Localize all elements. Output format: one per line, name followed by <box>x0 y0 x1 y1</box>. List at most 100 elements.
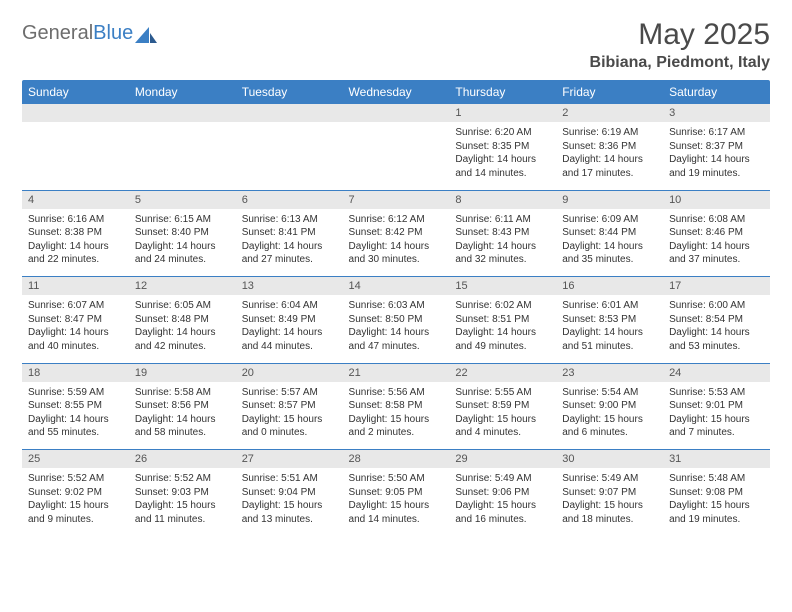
sunrise-text: Sunrise: 6:19 AM <box>562 126 657 140</box>
day-detail: Sunrise: 5:54 AMSunset: 9:00 PMDaylight:… <box>556 382 663 450</box>
sunrise-text: Sunrise: 5:52 AM <box>135 472 230 486</box>
sunset-text: Sunset: 8:35 PM <box>455 140 550 154</box>
sunset-text: Sunset: 9:00 PM <box>562 399 657 413</box>
day-number: 30 <box>556 450 663 469</box>
day-number-row: 45678910 <box>22 190 770 209</box>
day-detail: Sunrise: 6:11 AMSunset: 8:43 PMDaylight:… <box>449 209 556 277</box>
sunset-text: Sunset: 9:03 PM <box>135 486 230 500</box>
sunset-text: Sunset: 8:42 PM <box>349 226 444 240</box>
sunrise-text: Sunrise: 5:51 AM <box>242 472 337 486</box>
month-title: May 2025 <box>590 18 770 52</box>
brand-logo: GeneralBlue <box>22 18 157 45</box>
sunrise-text: Sunrise: 6:16 AM <box>28 213 123 227</box>
day-number: 17 <box>663 277 770 296</box>
day2-text: and 13 minutes. <box>242 513 337 527</box>
day-detail: Sunrise: 5:58 AMSunset: 8:56 PMDaylight:… <box>129 382 236 450</box>
day-number: 3 <box>663 104 770 122</box>
day2-text: and 0 minutes. <box>242 426 337 440</box>
sunrise-text: Sunrise: 5:49 AM <box>455 472 550 486</box>
day-detail: Sunrise: 5:57 AMSunset: 8:57 PMDaylight:… <box>236 382 343 450</box>
day-number: 15 <box>449 277 556 296</box>
day-number: 21 <box>343 363 450 382</box>
sunset-text: Sunset: 8:49 PM <box>242 313 337 327</box>
weekday-header: Thursday <box>449 80 556 104</box>
day-detail-empty <box>22 122 129 190</box>
calendar-table: SundayMondayTuesdayWednesdayThursdayFrid… <box>22 80 770 536</box>
day-number: 27 <box>236 450 343 469</box>
sunrise-text: Sunrise: 6:02 AM <box>455 299 550 313</box>
day-number: 14 <box>343 277 450 296</box>
day2-text: and 4 minutes. <box>455 426 550 440</box>
day1-text: Daylight: 15 hours <box>242 499 337 513</box>
day-number-empty <box>22 104 129 122</box>
day-number: 11 <box>22 277 129 296</box>
weekday-header: Tuesday <box>236 80 343 104</box>
day2-text: and 14 minutes. <box>349 513 444 527</box>
day-detail: Sunrise: 6:19 AMSunset: 8:36 PMDaylight:… <box>556 122 663 190</box>
day-detail-row: Sunrise: 6:20 AMSunset: 8:35 PMDaylight:… <box>22 122 770 190</box>
day1-text: Daylight: 14 hours <box>455 153 550 167</box>
day1-text: Daylight: 14 hours <box>669 326 764 340</box>
day2-text: and 6 minutes. <box>562 426 657 440</box>
day-detail: Sunrise: 6:01 AMSunset: 8:53 PMDaylight:… <box>556 295 663 363</box>
day2-text: and 27 minutes. <box>242 253 337 267</box>
day-number: 28 <box>343 450 450 469</box>
day2-text: and 11 minutes. <box>135 513 230 527</box>
day-detail: Sunrise: 6:08 AMSunset: 8:46 PMDaylight:… <box>663 209 770 277</box>
day-number: 5 <box>129 190 236 209</box>
day-detail: Sunrise: 6:09 AMSunset: 8:44 PMDaylight:… <box>556 209 663 277</box>
day1-text: Daylight: 15 hours <box>669 413 764 427</box>
sunrise-text: Sunrise: 5:56 AM <box>349 386 444 400</box>
day2-text: and 42 minutes. <box>135 340 230 354</box>
weekday-header: Sunday <box>22 80 129 104</box>
sunset-text: Sunset: 8:50 PM <box>349 313 444 327</box>
day1-text: Daylight: 14 hours <box>669 240 764 254</box>
day2-text: and 19 minutes. <box>669 513 764 527</box>
day-detail: Sunrise: 6:20 AMSunset: 8:35 PMDaylight:… <box>449 122 556 190</box>
day1-text: Daylight: 14 hours <box>349 326 444 340</box>
sunset-text: Sunset: 8:51 PM <box>455 313 550 327</box>
day1-text: Daylight: 15 hours <box>669 499 764 513</box>
day-number: 13 <box>236 277 343 296</box>
day-number: 22 <box>449 363 556 382</box>
day-number-row: 18192021222324 <box>22 363 770 382</box>
sunrise-text: Sunrise: 5:52 AM <box>28 472 123 486</box>
day2-text: and 7 minutes. <box>669 426 764 440</box>
day-detail: Sunrise: 5:49 AMSunset: 9:07 PMDaylight:… <box>556 468 663 536</box>
day-detail: Sunrise: 6:12 AMSunset: 8:42 PMDaylight:… <box>343 209 450 277</box>
sunrise-text: Sunrise: 5:50 AM <box>349 472 444 486</box>
day2-text: and 49 minutes. <box>455 340 550 354</box>
day-number: 20 <box>236 363 343 382</box>
day1-text: Daylight: 14 hours <box>562 326 657 340</box>
day1-text: Daylight: 15 hours <box>455 413 550 427</box>
day1-text: Daylight: 15 hours <box>562 499 657 513</box>
weekday-header-row: SundayMondayTuesdayWednesdayThursdayFrid… <box>22 80 770 104</box>
sunrise-text: Sunrise: 5:55 AM <box>455 386 550 400</box>
sunset-text: Sunset: 8:55 PM <box>28 399 123 413</box>
day1-text: Daylight: 14 hours <box>242 326 337 340</box>
day-number: 19 <box>129 363 236 382</box>
day2-text: and 9 minutes. <box>28 513 123 527</box>
day2-text: and 37 minutes. <box>669 253 764 267</box>
day2-text: and 32 minutes. <box>455 253 550 267</box>
day-number: 26 <box>129 450 236 469</box>
sunrise-text: Sunrise: 5:49 AM <box>562 472 657 486</box>
sunrise-text: Sunrise: 6:00 AM <box>669 299 764 313</box>
sunset-text: Sunset: 8:46 PM <box>669 226 764 240</box>
sunset-text: Sunset: 8:47 PM <box>28 313 123 327</box>
day2-text: and 24 minutes. <box>135 253 230 267</box>
day-detail-row: Sunrise: 5:52 AMSunset: 9:02 PMDaylight:… <box>22 468 770 536</box>
brand-part2: Blue <box>93 22 133 45</box>
sunset-text: Sunset: 8:44 PM <box>562 226 657 240</box>
day1-text: Daylight: 14 hours <box>28 326 123 340</box>
day2-text: and 47 minutes. <box>349 340 444 354</box>
sail-icon <box>135 25 157 43</box>
sunrise-text: Sunrise: 5:58 AM <box>135 386 230 400</box>
day-number: 31 <box>663 450 770 469</box>
day-detail-row: Sunrise: 5:59 AMSunset: 8:55 PMDaylight:… <box>22 382 770 450</box>
day-number: 4 <box>22 190 129 209</box>
day-detail: Sunrise: 5:51 AMSunset: 9:04 PMDaylight:… <box>236 468 343 536</box>
sunset-text: Sunset: 9:05 PM <box>349 486 444 500</box>
day1-text: Daylight: 15 hours <box>349 499 444 513</box>
weekday-header: Wednesday <box>343 80 450 104</box>
